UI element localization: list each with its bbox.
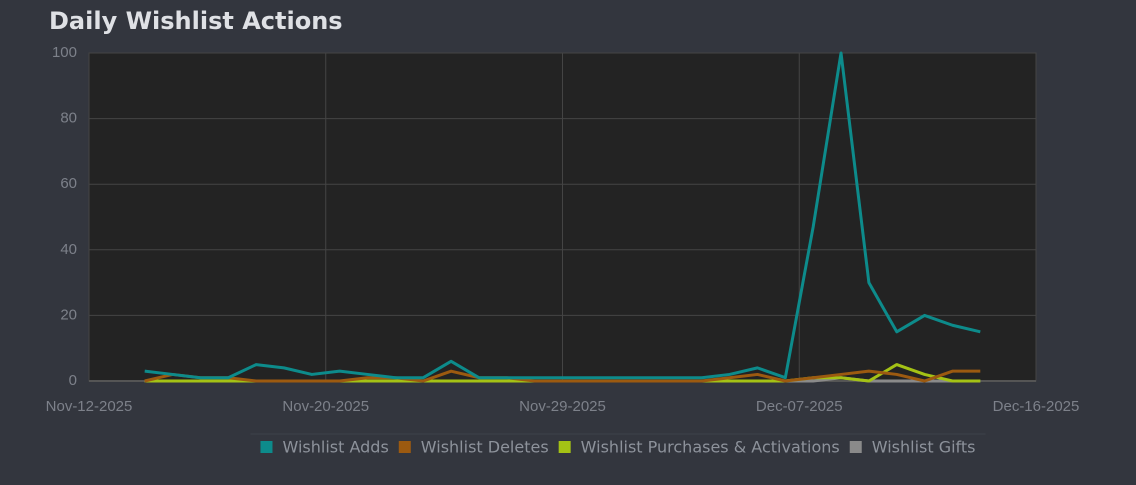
x-tick-label: Nov-20-2025 — [282, 398, 369, 415]
y-tick-label: 40 — [60, 241, 77, 258]
y-tick-label: 80 — [60, 110, 77, 127]
y-tick-label: 100 — [52, 44, 77, 61]
legend-swatch — [849, 441, 862, 453]
x-tick-label: Dec-07-2025 — [756, 398, 843, 415]
legend-swatch — [558, 441, 571, 453]
legend-label: Wishlist Adds — [282, 438, 388, 457]
legend-label: Wishlist Purchases & Activations — [581, 438, 840, 457]
legend-label: Wishlist Deletes — [421, 438, 549, 457]
series-line — [144, 51, 981, 380]
y-tick-label: 20 — [60, 306, 77, 323]
legend-swatch — [398, 441, 411, 453]
y-tick-label: 0 — [69, 372, 77, 389]
series-line — [144, 369, 981, 383]
chart-title: Daily Wishlist Actions — [49, 7, 343, 35]
x-tick-label: Nov-12-2025 — [46, 398, 133, 415]
legend: Wishlist Adds Wishlist Deletes Wishlist Pu… — [260, 438, 976, 457]
legend-label: Wishlist Gifts — [872, 438, 976, 457]
x-tick-label: Dec-16-2025 — [993, 398, 1080, 415]
x-tick-label: Nov-29-2025 — [519, 398, 606, 415]
y-tick-label: 60 — [60, 175, 77, 192]
legend-swatch — [260, 441, 273, 453]
